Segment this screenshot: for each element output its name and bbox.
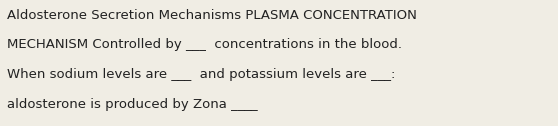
Text: Aldosterone Secretion Mechanisms PLASMA CONCENTRATION: Aldosterone Secretion Mechanisms PLASMA … [7, 9, 417, 22]
Text: aldosterone is produced by Zona ____: aldosterone is produced by Zona ____ [7, 98, 257, 111]
Text: When sodium levels are ___  and potassium levels are ___:: When sodium levels are ___ and potassium… [7, 68, 395, 81]
Text: MECHANISM Controlled by ___  concentrations in the blood.: MECHANISM Controlled by ___ concentratio… [7, 38, 402, 51]
